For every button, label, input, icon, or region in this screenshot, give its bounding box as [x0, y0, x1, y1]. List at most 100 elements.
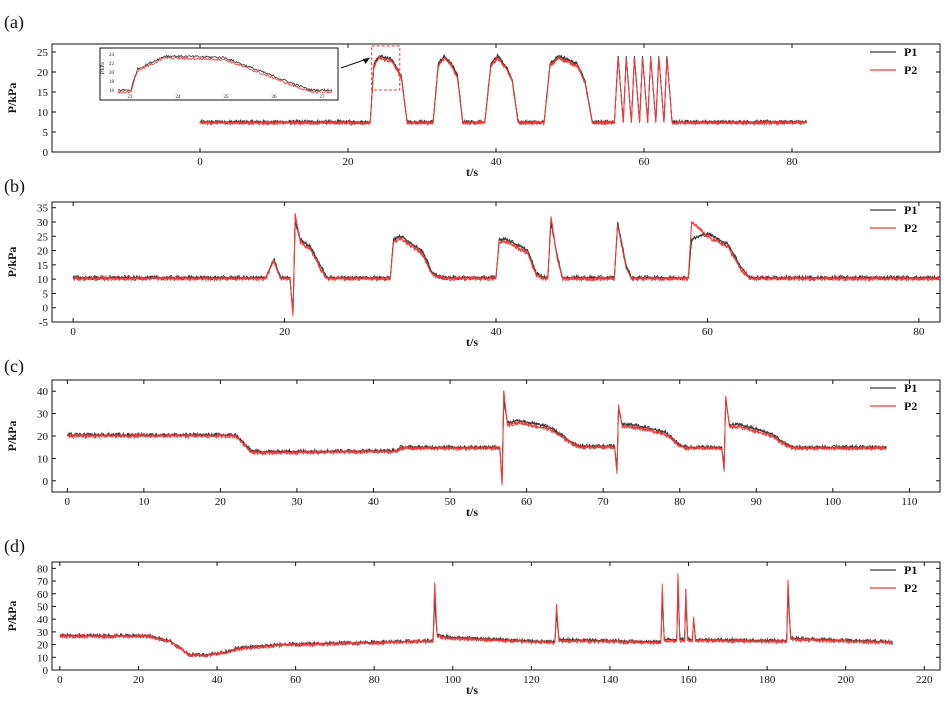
y-tick-label: 0 [43, 147, 49, 159]
legend-label-p1: P1 [904, 203, 917, 217]
y-tick-label: 15 [37, 87, 49, 99]
series-p2-line [66, 390, 887, 485]
x-tick-label: 140 [602, 674, 619, 686]
y-tick-label: 10 [37, 652, 49, 664]
legend-label-p1: P1 [904, 45, 917, 59]
x-tick-label: 220 [916, 674, 933, 686]
series-p1-line [59, 590, 893, 658]
x-tick-label: 200 [837, 674, 854, 686]
panel-c: (c) 0 10 20 30 40 50 60 70 80 90 100 110 0 10 20 30 40 t/s… [4, 356, 941, 519]
legend-label-p1: P1 [904, 381, 917, 395]
y-tick-label: 35 [37, 203, 49, 215]
y-tick-label: 25 [37, 231, 49, 243]
x-axis-title: t/s [466, 335, 478, 349]
y-tick-label: 20 [37, 246, 49, 258]
series-p2-peaks [200, 57, 807, 124]
y-axis-title: P/kPa [5, 247, 19, 278]
inset-y-tick-label: 18 [109, 80, 115, 85]
plot-frame [51, 561, 941, 671]
x-tick-label: 80 [674, 496, 686, 508]
inset-y-tick-label: 24 [109, 53, 115, 58]
panel-d: (d)0 20 40 60 80 100 120 140 160 180 200 2200102030… [4, 536, 941, 697]
y-tick-label: 20 [37, 67, 49, 79]
x-tick-label: 40 [368, 496, 380, 508]
x-tick-label: 180 [759, 674, 776, 686]
inset-y-tick-label: 16 [109, 89, 115, 94]
x-tick-label: 0 [65, 496, 71, 508]
series-p1-line [66, 402, 887, 480]
y-tick-label: 15 [37, 260, 49, 272]
inset-y-tick-label: 20 [109, 71, 115, 76]
x-tick-label: 110 [901, 496, 918, 508]
panel-b: (b) 0 20 40 60 80 -5 0 5 10 15 20 25 30 35 t/s P/kPa P1 P2 [4, 176, 941, 349]
inset-series-p2 [117, 56, 333, 95]
y-tick-label: -5 [39, 317, 49, 329]
y-axis-title: P/kPa [5, 83, 19, 114]
plot-frame [51, 201, 941, 323]
series-p2-peaks [73, 213, 940, 317]
x-tick-label: 10 [138, 496, 150, 508]
x-tick-label: 80 [369, 674, 381, 686]
series-p1-line [72, 221, 940, 313]
inset-y-axis-title: P/kPa [101, 62, 106, 74]
y-tick-label: 20 [37, 431, 49, 443]
panel-label: (d) [4, 536, 25, 557]
y-tick-label: 5 [43, 127, 49, 139]
y-tick-label: 0 [43, 303, 49, 315]
inset-y-tick-label: 22 [109, 62, 115, 67]
x-tick-label: 60 [639, 156, 651, 168]
y-tick-label: 40 [37, 386, 49, 398]
y-tick-label: 10 [37, 107, 49, 119]
y-tick-label: 0 [43, 476, 49, 488]
x-tick-label: 40 [491, 326, 503, 338]
y-tick-label: 80 [37, 563, 49, 575]
x-axis-title: t/s [466, 683, 478, 697]
legend-label-p1: P1 [904, 563, 917, 577]
series-p1-peaks [67, 400, 887, 484]
y-tick-label: 25 [37, 47, 49, 59]
y-tick-label: 40 [37, 614, 49, 626]
x-tick-label: 20 [133, 674, 145, 686]
y-tick-label: 30 [37, 217, 49, 229]
y-tick-label: 0 [43, 665, 49, 677]
series-p2-peaks [59, 573, 893, 656]
x-tick-label: 30 [291, 496, 303, 508]
legend-label-p2: P2 [904, 221, 917, 235]
series-p1-peaks [59, 587, 893, 656]
x-tick-label: 0 [57, 674, 63, 686]
y-tick-label: 30 [37, 409, 49, 421]
x-tick-label: 20 [215, 496, 227, 508]
x-axis-title: t/s [466, 165, 478, 179]
series-p1-peaks [73, 221, 940, 314]
x-tick-label: 80 [787, 156, 799, 168]
y-tick-label: 30 [37, 627, 49, 639]
inset-x-tick-label: 26 [272, 95, 278, 100]
x-axis-title: t/s [466, 505, 478, 519]
y-axis-title: P/kPa [5, 421, 19, 452]
x-tick-label: 100 [825, 496, 842, 508]
y-tick-label: 50 [37, 601, 49, 613]
series-p2-line [59, 576, 894, 659]
x-tick-label: 20 [343, 156, 355, 168]
x-tick-label: 80 [913, 326, 925, 338]
x-tick-label: 20 [279, 326, 291, 338]
x-tick-label: 60 [521, 496, 533, 508]
y-tick-label: 70 [37, 576, 49, 588]
x-tick-label: 40 [212, 674, 224, 686]
y-tick-label: 10 [37, 274, 49, 286]
x-tick-label: 120 [523, 674, 540, 686]
x-tick-label: 60 [702, 326, 714, 338]
x-tick-label: 70 [598, 496, 610, 508]
panel-label: (a) [4, 12, 24, 33]
inset-x-tick-label: 25 [224, 95, 230, 100]
legend-label-p2: P2 [904, 399, 917, 413]
y-tick-label: 10 [37, 453, 49, 465]
x-tick-label: 100 [445, 674, 462, 686]
series-p2-peaks [67, 391, 887, 486]
y-tick-label: 60 [37, 589, 49, 601]
panel-a: (a)0 20 40 60 800510152025t/sP/kPaP1P2P/kPa2… [4, 12, 941, 179]
legend-label-p2: P2 [904, 63, 917, 77]
inset-x-tick-label: 27 [320, 95, 326, 100]
